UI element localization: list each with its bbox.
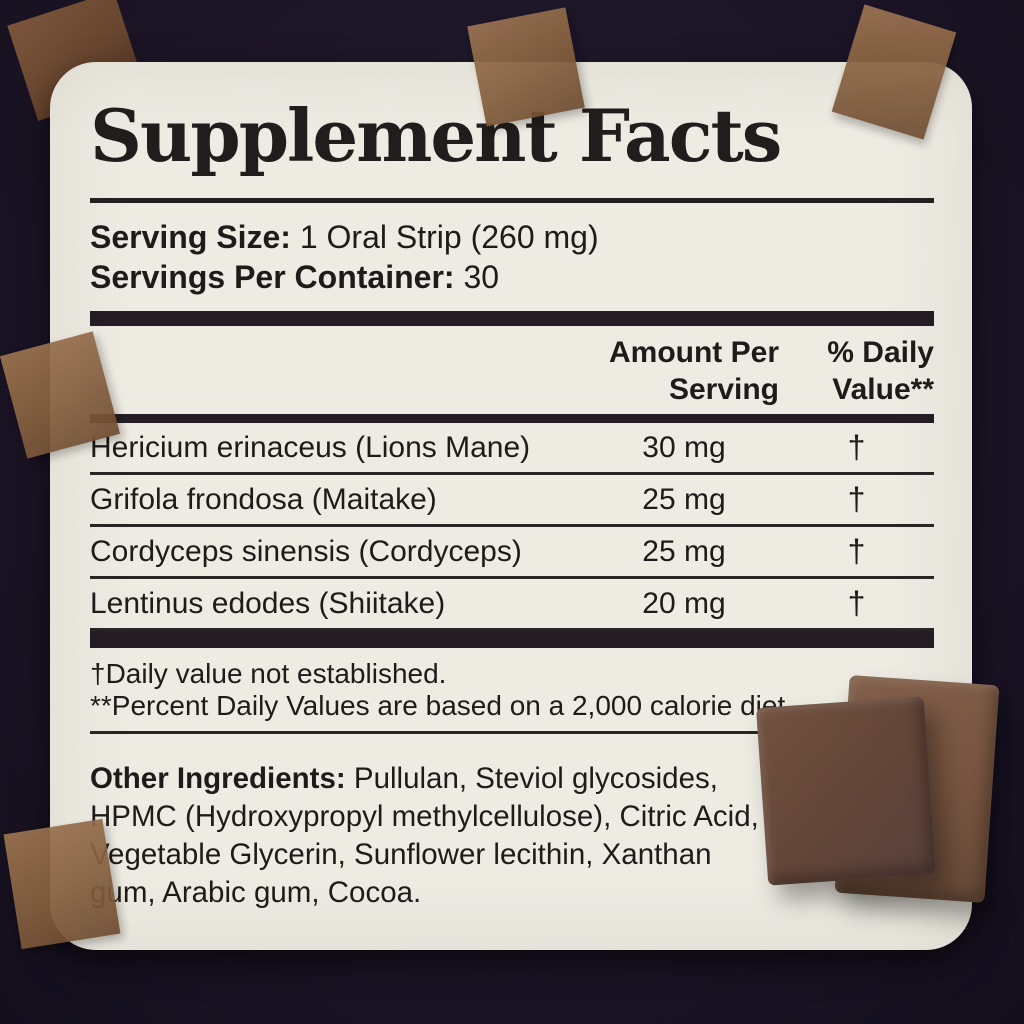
serving-info: Serving Size: 1 Oral Strip (260 mg) Serv…	[90, 217, 934, 297]
table-header: Amount Per Serving % Daily Value**	[90, 326, 934, 408]
ingredient-daily-value-dagger: †	[847, 429, 866, 465]
other-ingredients-text: Pullulan, Steviol glycosides, HPMC (Hydr…	[90, 762, 759, 909]
chocolate-square-front	[755, 696, 937, 886]
daily-value-header: % Daily Value**	[827, 336, 934, 406]
ingredient-name: Hericium erinaceus (Lions Mane)	[90, 430, 531, 464]
table-row: Lentinus edodes (Shiitake) 20 mg †	[90, 579, 934, 631]
ingredient-amount: 20 mg	[642, 586, 726, 620]
ingredient-daily-value-dagger: †	[847, 533, 866, 569]
header-divider-bar	[90, 414, 934, 423]
percent-footnote: **Percent Daily Values are based on a 2,…	[90, 690, 794, 721]
ingredient-amount: 30 mg	[642, 430, 726, 464]
bottom-thick-bar	[90, 631, 934, 648]
tape-top-center	[467, 7, 585, 127]
other-ingredients-label: Other Ingredients:	[90, 762, 346, 795]
supplement-facts-label: Supplement Facts Serving Size: 1 Oral St…	[50, 62, 972, 950]
ingredient-name: Lentinus edodes (Shiitake)	[90, 586, 446, 620]
ingredient-amount: 25 mg	[642, 534, 726, 568]
servings-per-container-line: Servings Per Container: 30	[90, 257, 934, 297]
serving-size-value: 1 Oral Strip (260 mg)	[290, 219, 599, 255]
ingredient-name: Cordyceps sinensis (Cordyceps)	[90, 534, 522, 568]
servings-per-container-label: Servings Per Container:	[90, 259, 455, 295]
title-divider	[90, 198, 934, 203]
table-row: Grifola frondosa (Maitake) 25 mg †	[90, 475, 934, 527]
dagger-footnote: †Daily value not established.	[90, 658, 447, 689]
footnote-divider	[90, 731, 934, 734]
page-title: Supplement Facts	[90, 93, 782, 178]
serving-size-line: Serving Size: 1 Oral Strip (260 mg)	[90, 217, 934, 257]
amount-per-serving-header: Amount Per Serving	[608, 336, 779, 406]
top-thick-bar	[90, 311, 934, 326]
ingredient-daily-value-dagger: †	[847, 585, 866, 621]
ingredient-name: Grifola frondosa (Maitake)	[90, 482, 437, 516]
table-row: Hericium erinaceus (Lions Mane) 30 mg †	[90, 423, 934, 475]
footnotes: †Daily value not established. **Percent …	[90, 658, 934, 722]
table-row: Cordyceps sinensis (Cordyceps) 25 mg †	[90, 527, 934, 579]
ingredient-amount: 25 mg	[642, 482, 726, 516]
other-ingredients: Other Ingredients: Pullulan, Steviol gly…	[90, 760, 782, 912]
servings-per-container-value: 30	[454, 259, 500, 295]
serving-size-label: Serving Size:	[90, 219, 291, 255]
tape-bottom-left	[3, 818, 121, 950]
ingredient-daily-value-dagger: †	[847, 481, 866, 517]
